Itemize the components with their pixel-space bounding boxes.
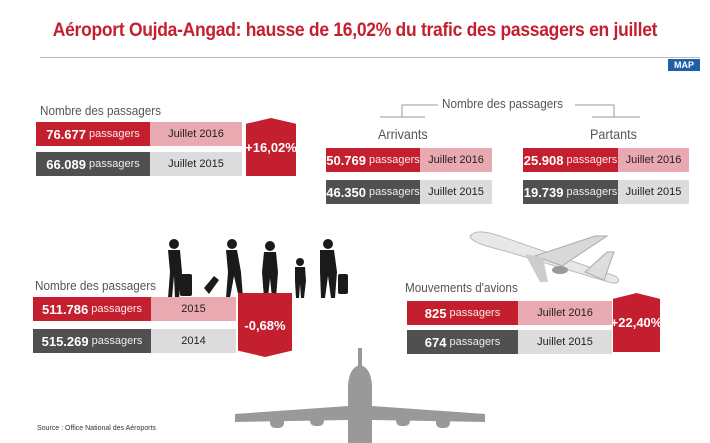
travelers-silhouette-icon: [168, 239, 348, 298]
section4-label: Mouvements d'avions: [405, 280, 518, 295]
section3-label: Nombre des passagers: [35, 278, 156, 293]
section1-row-2015: 66.089 passagers Juillet 2015: [36, 152, 242, 176]
section2-label: Nombre des passagers: [442, 96, 563, 111]
change-badge: +16,02%: [246, 118, 296, 176]
unit: passagers: [449, 336, 501, 348]
period: Juillet 2016: [518, 301, 612, 325]
airplane-image: [469, 231, 620, 284]
period: Juillet 2015: [618, 180, 689, 204]
divider: [40, 57, 700, 58]
value: 515.269: [41, 333, 89, 349]
unit: passagers: [91, 335, 143, 347]
value: 76.677: [46, 126, 86, 142]
section3-row-2015: 511.786 passagers 2015: [33, 297, 236, 321]
arrivals-row-2016: 50.769 passagers Juillet 2016: [326, 148, 492, 172]
period: Juillet 2016: [150, 122, 242, 146]
section1-row-2016: 76.677 passagers Juillet 2016: [36, 122, 242, 146]
section4-row-2015: 674 passagers Juillet 2015: [407, 330, 612, 354]
map-logo: MAP: [668, 59, 700, 71]
change-badge: +22,40%: [613, 293, 660, 352]
arrivals-row-2015: 46.350 passagers Juillet 2015: [326, 180, 492, 204]
unit: passagers: [89, 128, 140, 140]
departures-row-2016: 25.908 passagers Juillet 2016: [523, 148, 689, 172]
period: Juillet 2016: [618, 148, 689, 172]
period: Juillet 2015: [420, 180, 492, 204]
value: 25.908: [523, 152, 564, 168]
value: 66.089: [46, 156, 86, 172]
value: 511.786: [41, 301, 89, 317]
value: 825: [424, 305, 447, 321]
value: 674: [424, 334, 447, 350]
unit: passagers: [369, 186, 420, 198]
unit: passagers: [369, 154, 420, 166]
period: Juillet 2015: [518, 330, 612, 354]
section4-row-2016: 825 passagers Juillet 2016: [407, 301, 612, 325]
value: 46.350: [326, 184, 366, 200]
departures-label: Partants: [590, 126, 637, 142]
change-badge: -0,68%: [238, 293, 292, 357]
airplane-silhouette-icon: [235, 348, 485, 443]
value: 19.739: [523, 184, 564, 200]
period: Juillet 2015: [150, 152, 242, 176]
unit: passagers: [91, 303, 143, 315]
page-title: Aéroport Oujda-Angad: hausse de 16,02% d…: [52, 20, 658, 41]
unit: passagers: [89, 158, 140, 170]
section1-label: Nombre des passagers: [40, 103, 161, 118]
unit: passagers: [566, 154, 618, 166]
arrivals-label: Arrivants: [378, 126, 428, 142]
period: Juillet 2016: [420, 148, 492, 172]
value: 50.769: [326, 152, 366, 168]
unit: passagers: [566, 186, 618, 198]
departures-row-2015: 19.739 passagers Juillet 2015: [523, 180, 689, 204]
unit: passagers: [449, 307, 501, 319]
period: 2014: [151, 329, 236, 353]
section3-row-2014: 515.269 passagers 2014: [33, 329, 236, 353]
source-note: Source : Office National des Aéroports: [37, 425, 156, 432]
bracket-lines: [380, 104, 640, 118]
period: 2015: [151, 297, 236, 321]
